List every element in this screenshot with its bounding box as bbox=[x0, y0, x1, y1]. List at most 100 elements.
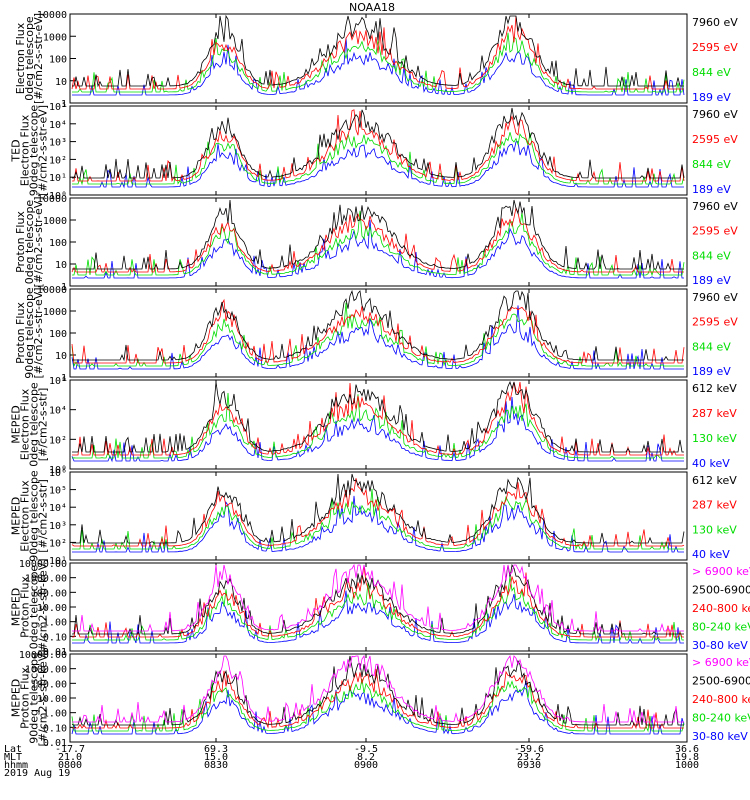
footer-mlt: 23.2 bbox=[517, 752, 541, 763]
y-tick-label: 10⁵ bbox=[49, 486, 67, 497]
footer-hhmm: 0830 bbox=[204, 760, 228, 771]
y-axis-label-line: [#/cm2-s-str-keV] bbox=[37, 649, 50, 746]
series-trace bbox=[72, 563, 684, 635]
footer-lat: -9.5 bbox=[354, 744, 378, 755]
y-tick-label: 1.00 bbox=[43, 618, 67, 629]
legend-entry: 2595 eV bbox=[692, 133, 738, 146]
y-tick-label: 10000.00 bbox=[19, 650, 67, 661]
y-tick-label: 100 bbox=[49, 55, 67, 66]
panel-7: 10000.001000.00100.0010.001.000.100.01ME… bbox=[10, 558, 750, 658]
plot-frame bbox=[69, 105, 688, 196]
legend-entry: > 6900 keV bbox=[692, 656, 750, 669]
plot-frame bbox=[69, 13, 688, 104]
y-axis-label-line: [#/cm2-s-str-eV] bbox=[32, 287, 45, 378]
footer-lat: 36.6 bbox=[675, 744, 699, 755]
y-axis-label-line: TED bbox=[10, 139, 23, 162]
y-axis-label-line: Electron Flux bbox=[19, 114, 32, 186]
legend-entry: 240-800 keV bbox=[692, 693, 750, 706]
y-tick-label: 0.10 bbox=[43, 632, 67, 643]
legend-entry: 189 eV bbox=[692, 183, 731, 196]
series-trace bbox=[72, 654, 684, 723]
plot-frame bbox=[69, 197, 688, 287]
series-trace bbox=[72, 565, 684, 638]
legend-entry: 7960 eV bbox=[692, 200, 738, 213]
legend-entry: 2595 eV bbox=[692, 225, 738, 238]
legend-entry: 189 eV bbox=[692, 274, 731, 287]
footer-hhmm: 0900 bbox=[354, 760, 378, 771]
y-tick-label: 100.00 bbox=[31, 679, 67, 690]
y-tick-label: 10³ bbox=[49, 521, 67, 532]
series-trace bbox=[71, 206, 684, 273]
y-axis-label-line: [#/cm2-s-str-keV] bbox=[37, 558, 50, 655]
y-tick-label: 10 bbox=[55, 77, 67, 88]
footer-mlt: 21.0 bbox=[58, 752, 82, 763]
legend-entry: 80-240 keV bbox=[692, 621, 750, 634]
legend-entry: 2500-6900 bbox=[692, 584, 750, 597]
series-trace bbox=[71, 678, 685, 733]
y-axis-label-line: MEPED bbox=[10, 497, 23, 536]
y-axis-label-line: Electron Flux bbox=[19, 480, 32, 552]
y-tick-label: 10.00 bbox=[37, 694, 67, 705]
y-tick-label: 10² bbox=[49, 538, 67, 549]
y-axis-label-line: 90deg telescope bbox=[28, 470, 41, 562]
y-tick-label: 0.10 bbox=[43, 723, 67, 734]
chart-title: NOAA18 bbox=[349, 1, 395, 14]
legend-entry: 612 keV bbox=[692, 382, 737, 395]
y-tick-label: 10⁴ bbox=[49, 120, 67, 131]
footer-hhmm: 0930 bbox=[517, 760, 541, 771]
panel-8: 10000.001000.00100.0010.001.000.100.01ME… bbox=[10, 649, 750, 749]
y-axis-label-line: [#/cm2-s-str] bbox=[37, 388, 50, 462]
y-axis-label-line: [#/cm2-s-str-eV] bbox=[32, 196, 45, 287]
plot-frame bbox=[69, 379, 688, 470]
legend-entry: 2500-6900 bbox=[692, 675, 750, 688]
y-tick-label: 100.00 bbox=[31, 588, 67, 599]
y-tick-label: 10⁶ bbox=[49, 376, 67, 387]
legend-entry: 189 eV bbox=[692, 91, 731, 104]
series-trace bbox=[72, 488, 684, 551]
legend-entry: > 6900 keV bbox=[692, 565, 750, 578]
y-tick-label: 10⁴ bbox=[49, 503, 67, 514]
y-axis-label-line: Proton Flux bbox=[14, 302, 27, 364]
series-trace bbox=[72, 473, 685, 544]
y-tick-label: 0.01 bbox=[43, 647, 67, 658]
series-trace bbox=[72, 14, 684, 88]
legend-entry: 287 keV bbox=[692, 407, 737, 420]
series-trace bbox=[71, 396, 684, 463]
series-trace bbox=[72, 495, 684, 553]
y-tick-label: 100 bbox=[49, 329, 67, 340]
y-axis-label-line: MEPED bbox=[10, 679, 23, 718]
y-tick-label: 10¹ bbox=[49, 556, 67, 567]
series-trace bbox=[72, 381, 684, 457]
y-tick-label: 0.01 bbox=[43, 738, 67, 749]
y-axis-label-line: 0deg telescope bbox=[23, 16, 36, 101]
series-trace bbox=[71, 305, 684, 370]
legend-entry: 2595 eV bbox=[692, 41, 738, 54]
y-tick-label: 1000 bbox=[43, 32, 67, 43]
footer-hhmm: 0800 bbox=[58, 760, 82, 771]
y-tick-label: 10.00 bbox=[37, 603, 67, 614]
y-axis-label-line: Proton Flux bbox=[19, 667, 32, 729]
y-tick-label: 10¹ bbox=[49, 173, 67, 184]
footer-mlt: 19.8 bbox=[675, 752, 699, 763]
y-axis-label-line: Proton Flux bbox=[19, 576, 32, 638]
legend-entry: 40 keV bbox=[692, 548, 730, 561]
footer-row-label: MLT bbox=[4, 752, 22, 763]
legend-entry: 30-80 keV bbox=[692, 730, 748, 743]
legend-entry: 7960 eV bbox=[692, 108, 738, 121]
y-axis-label-line: 0deg telescope bbox=[28, 565, 41, 650]
y-tick-label: 100 bbox=[49, 238, 67, 249]
legend-entry: 240-800 keV bbox=[692, 602, 750, 615]
series-trace bbox=[72, 590, 684, 644]
y-tick-label: 1 bbox=[61, 99, 67, 110]
footer-row-label: 2019 Aug 19 bbox=[4, 768, 70, 779]
legend-entry: 130 keV bbox=[692, 432, 737, 445]
y-tick-label: 1000 bbox=[43, 307, 67, 318]
series-trace bbox=[72, 210, 685, 277]
